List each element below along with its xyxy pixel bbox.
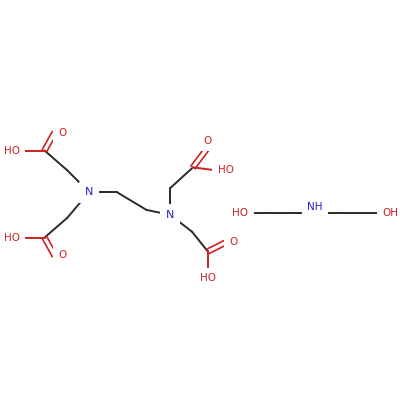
Text: HO: HO (4, 146, 20, 156)
Text: O: O (230, 236, 238, 246)
Text: N: N (166, 210, 174, 220)
Text: O: O (204, 136, 212, 146)
Text: NH: NH (307, 202, 322, 212)
Text: HO: HO (218, 165, 234, 175)
Text: OH: OH (382, 208, 398, 218)
Text: O: O (58, 250, 67, 260)
Text: N: N (85, 187, 93, 197)
Text: HO: HO (4, 232, 20, 242)
Text: HO: HO (200, 273, 216, 283)
Text: O: O (58, 128, 67, 138)
Text: HO: HO (232, 208, 248, 218)
